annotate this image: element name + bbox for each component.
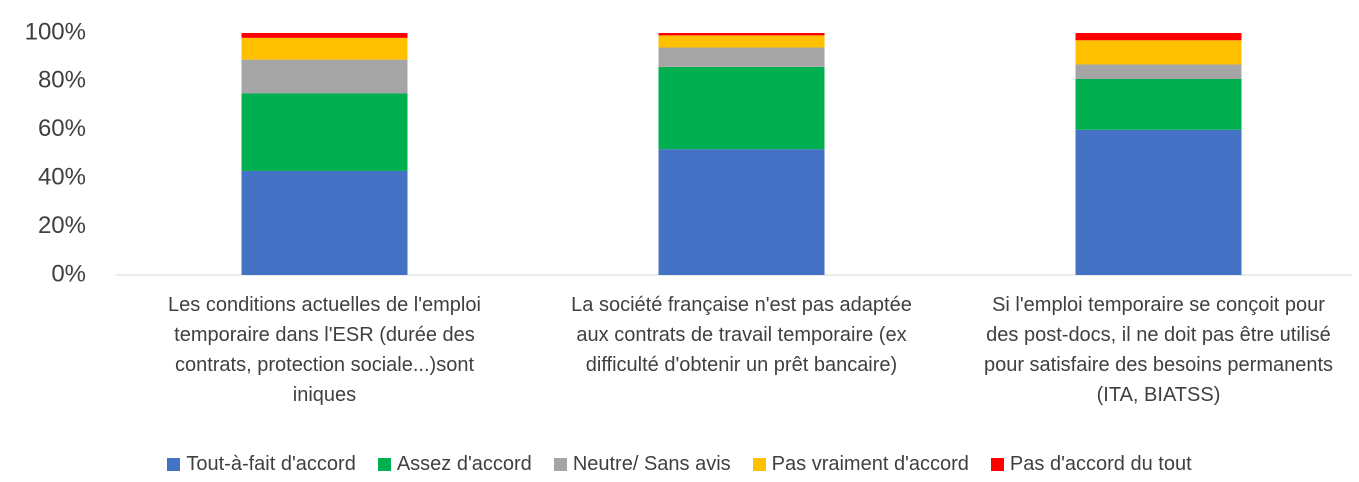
bar-segment [1075, 129, 1242, 275]
bar-segment [1075, 64, 1242, 79]
bar-segment [658, 149, 825, 275]
x-tick-label: Les conditions actuelles de l'emploi tem… [168, 294, 481, 406]
y-tick-label: 0% [51, 260, 86, 287]
legend-swatch [167, 458, 181, 471]
y-tick-label: 80% [38, 67, 86, 94]
y-tick-label: 60% [38, 115, 86, 142]
y-tick-label: 40% [38, 164, 86, 191]
legend-label: Pas d'accord du tout [1009, 453, 1192, 475]
legend-item: Assez d'accord [377, 453, 532, 476]
legend-label: Pas vraiment d'accord [771, 453, 969, 475]
bar-segment [1075, 33, 1242, 41]
legend-label: Neutre/ Sans avis [572, 453, 731, 475]
bar-segment [658, 66, 825, 150]
bar-segment [658, 33, 825, 36]
legend-item: Pas vraiment d'accord [752, 453, 969, 476]
bar-segment [658, 47, 825, 67]
bar-segment [241, 93, 408, 171]
bar-segment [1075, 40, 1242, 65]
bar-segment [1075, 78, 1242, 130]
bar-segment [241, 33, 408, 38]
x-tick-label: La société française n'est pas adaptée a… [571, 294, 912, 376]
legend-label: Assez d'accord [396, 453, 532, 475]
legend-label: Tout-à-fait d'accord [186, 453, 356, 475]
y-tick-label: 100% [25, 18, 86, 45]
legend-item: Neutre/ Sans avis [553, 453, 731, 476]
legend-item: Pas d'accord du tout [990, 453, 1192, 476]
x-tick-label: Si l'emploi temporaire se conçoit pour d… [983, 294, 1334, 406]
legend-swatch [553, 458, 567, 471]
legend-item: Tout-à-fait d'accord [167, 453, 356, 476]
legend-swatch [752, 458, 766, 471]
legend: Tout-à-fait d'accord Assez d'accord Neutre… [0, 453, 1359, 476]
bar-segment [241, 59, 408, 94]
bar-segment [241, 37, 408, 60]
y-tick-label: 20% [38, 212, 86, 239]
bar-segment [241, 170, 408, 275]
bar-segment [658, 35, 825, 48]
legend-swatch [377, 458, 391, 471]
legend-swatch [990, 458, 1004, 471]
